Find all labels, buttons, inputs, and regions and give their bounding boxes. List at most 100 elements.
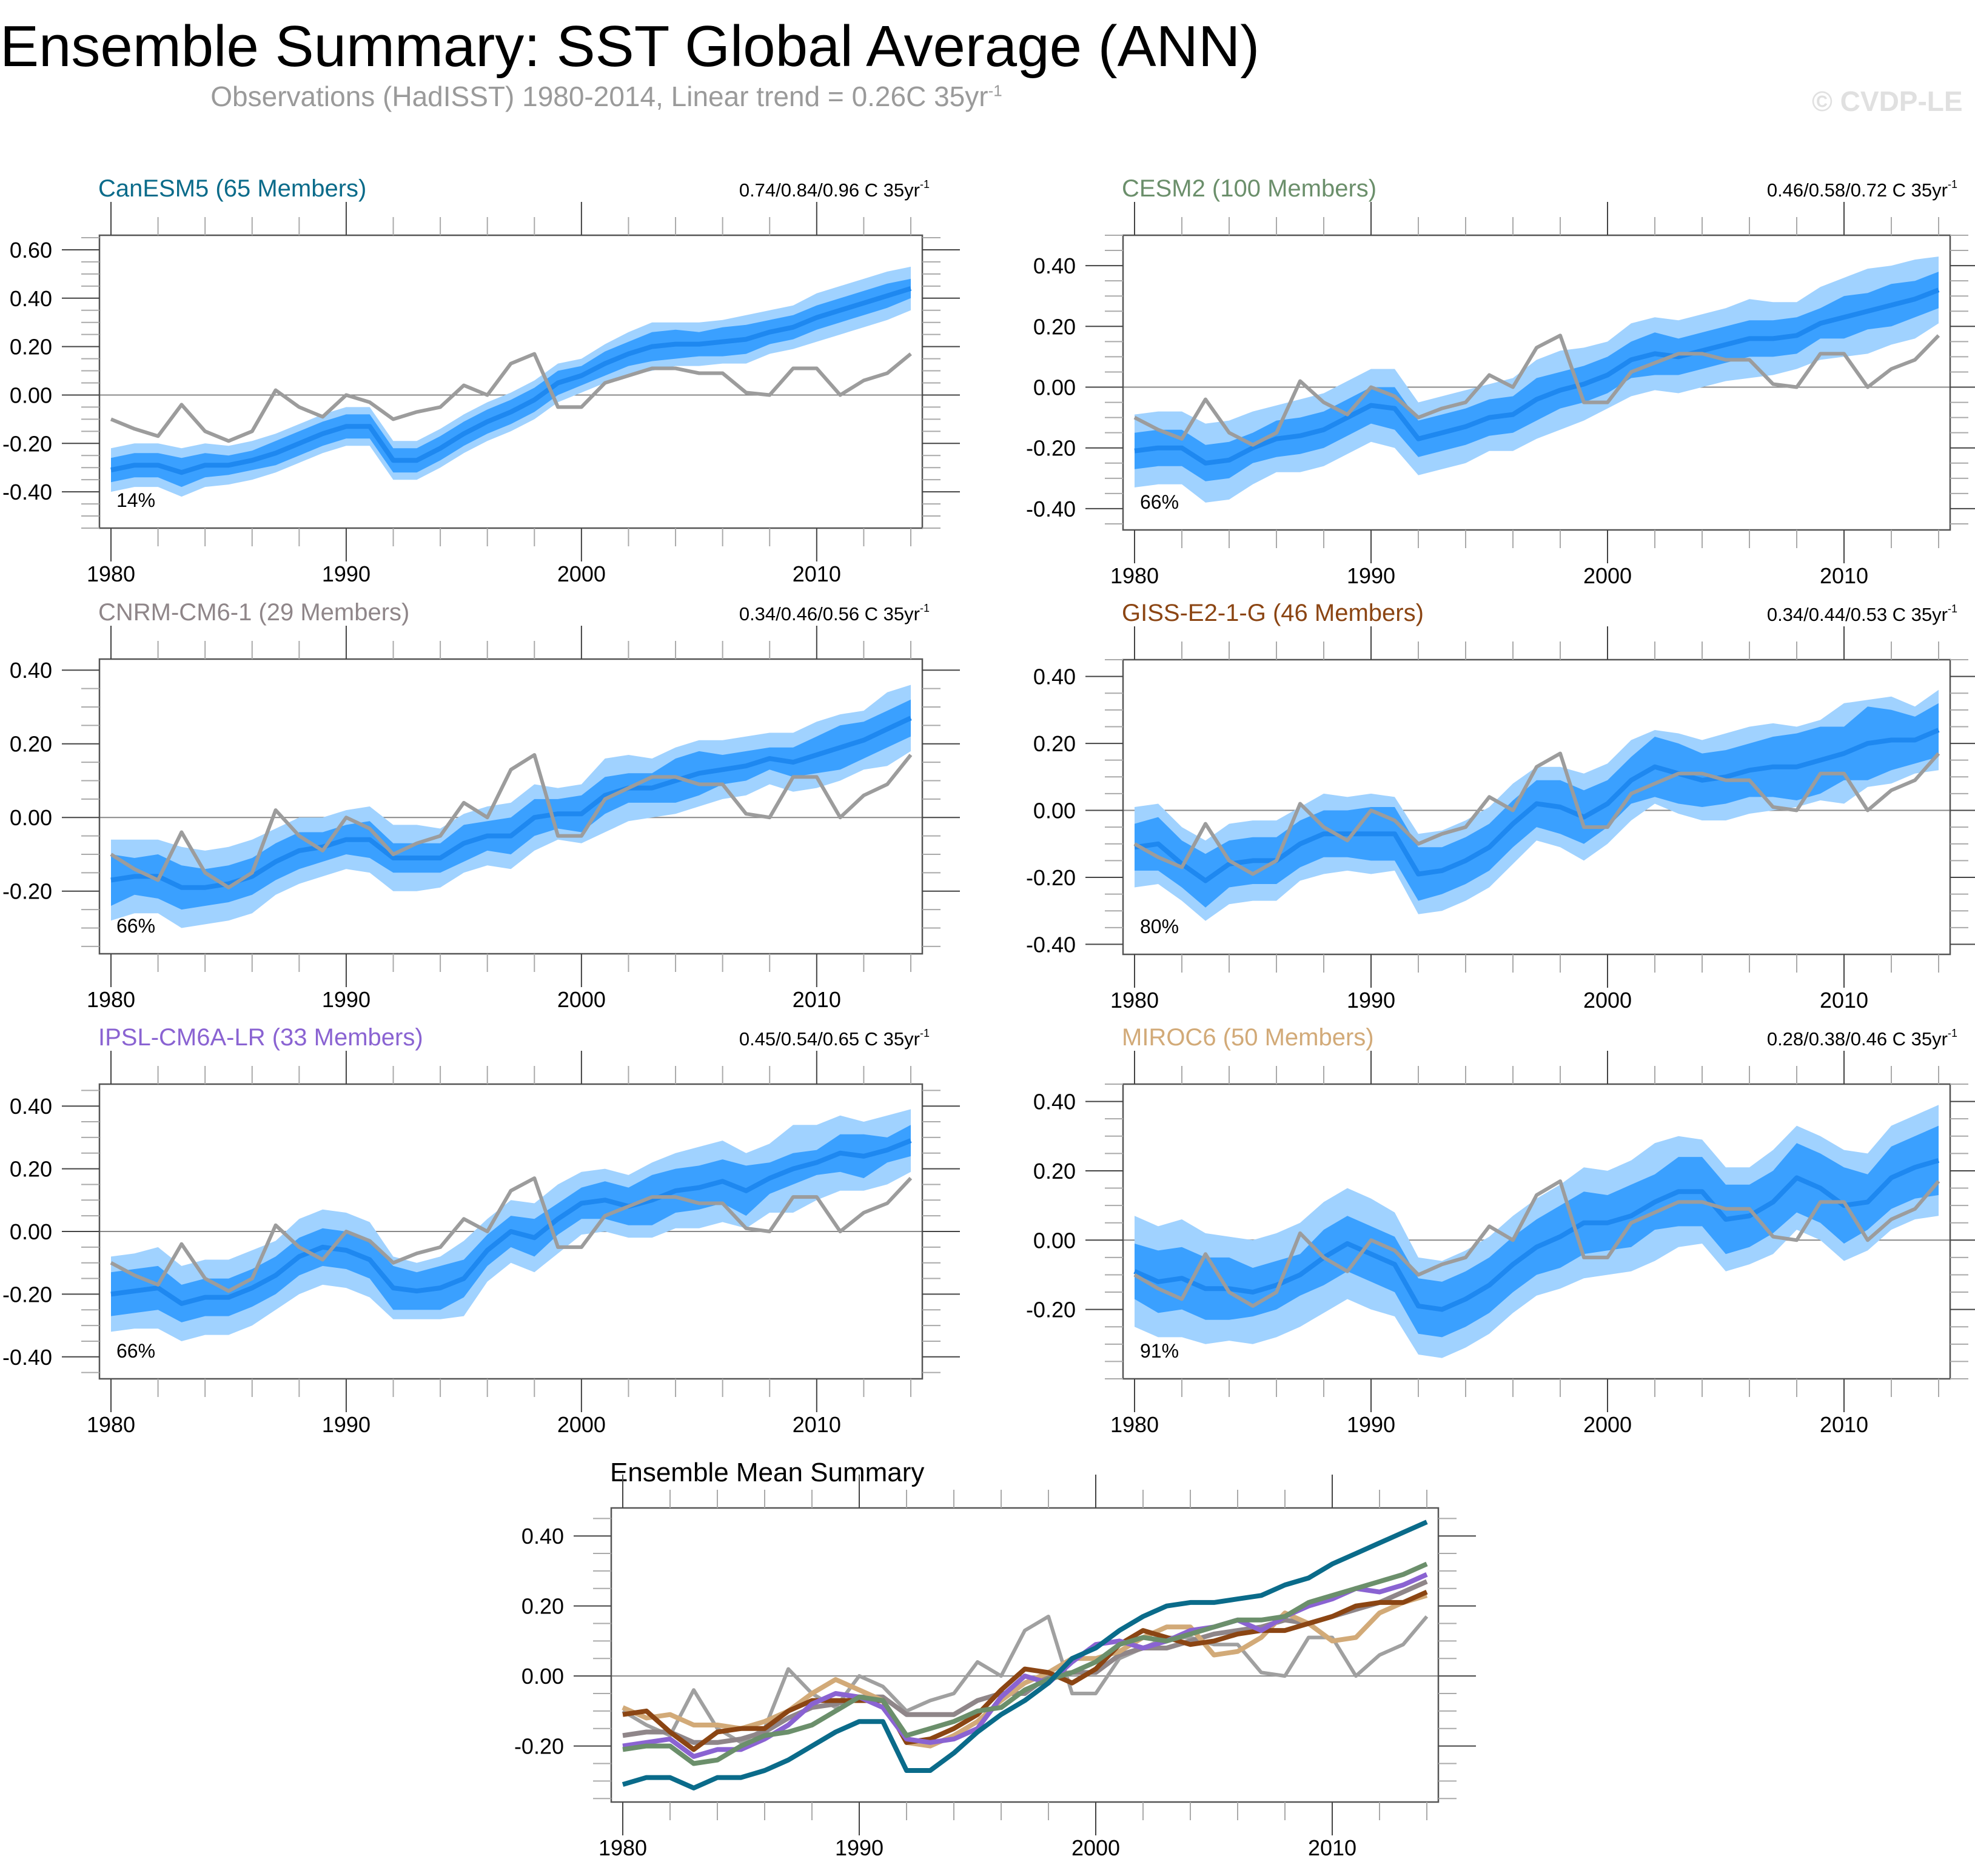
x-tick-label: 1990 [835, 1835, 884, 1860]
observations-line [1133, 751, 1940, 876]
plot-frame [1122, 658, 1951, 956]
inner-band [1135, 1125, 1939, 1338]
trend-text: 0.45/0.54/0.65 C 35yr [739, 1028, 920, 1050]
trend-text: 0.46/0.58/0.72 C 35yr [1767, 179, 1948, 201]
y-tick-label: 0.40 [1033, 1090, 1076, 1114]
outer-band [111, 685, 911, 928]
y-tick-label: 0.20 [1033, 731, 1076, 756]
y-tick-label: 0.40 [521, 1524, 564, 1549]
inner-band [111, 1125, 911, 1322]
inner-band [1135, 272, 1939, 481]
panel-title: Ensemble Mean Summary [610, 1458, 924, 1487]
panel-title: CNRM-CM6-1 (29 Members) [98, 599, 409, 626]
x-tick-label: 2010 [793, 987, 841, 1012]
y-tick-label: 0.00 [1033, 799, 1076, 823]
x-tick-label: 2010 [793, 561, 841, 586]
trend-superscript: -1 [920, 178, 930, 190]
y-tick-label: 0.20 [1033, 314, 1076, 339]
y-tick-label: 0.40 [1033, 253, 1076, 278]
observations-line [110, 1176, 913, 1293]
y-tick-label: 0.00 [10, 1219, 52, 1244]
percent-label: 91% [1140, 1340, 1179, 1362]
y-tick-label: 0.60 [10, 238, 52, 263]
y-tick-label: 0.20 [10, 732, 52, 757]
y-tick-label: -0.20 [1026, 436, 1076, 461]
y-tick-label: 0.20 [1033, 1159, 1076, 1184]
series-line-observations [622, 1615, 1429, 1744]
percent-label: 66% [1140, 491, 1179, 513]
y-tick-label: 0.20 [10, 335, 52, 360]
plot-frame [98, 658, 924, 955]
trend-superscript: -1 [1948, 603, 1957, 615]
trend-text: 0.74/0.84/0.96 C 35yr [739, 179, 920, 201]
ensemble-mean-line [1134, 287, 1940, 466]
y-tick-label: 0.20 [10, 1157, 52, 1182]
observations-line [1133, 1179, 1940, 1308]
trend-superscript: -1 [1948, 1027, 1957, 1039]
series-line-cesm2 [622, 1561, 1428, 1766]
plot-area [611, 1519, 1438, 1791]
inner-band [111, 699, 911, 910]
y-tick-label: 0.00 [10, 805, 52, 830]
observations-line [110, 753, 913, 889]
x-tick-label: 1980 [87, 561, 135, 586]
trend-superscript: -1 [920, 1027, 930, 1039]
trend-label: 0.74/0.84/0.96 C 35yr-1 [739, 178, 930, 201]
trend-superscript: -1 [920, 602, 930, 614]
x-tick-label: 1980 [1110, 1412, 1159, 1437]
series-line-giss-e2-1-g [622, 1589, 1428, 1752]
y-tick-label: -0.20 [514, 1734, 564, 1759]
series-line-canesm5 [622, 1519, 1428, 1791]
x-tick-label: 2010 [1308, 1835, 1356, 1860]
y-tick-label: 0.40 [1033, 665, 1076, 689]
x-tick-label: 2000 [557, 987, 606, 1012]
panel-miroc6: MIROC6 (50 Members) 0.28/0.38/0.46 C 35yr… [1026, 1024, 1975, 1437]
trend-label: 0.45/0.54/0.65 C 35yr-1 [739, 1027, 930, 1050]
panel-title: MIROC6 (50 Members) [1122, 1024, 1374, 1051]
y-tick-label: 0.00 [1033, 1228, 1076, 1253]
subtitle-text: Observations (HadISST) 1980-2014, Linear… [210, 81, 988, 112]
y-tick-label: 0.20 [521, 1594, 564, 1619]
plot-frame [98, 234, 924, 529]
percent-label: 66% [116, 1340, 155, 1362]
x-tick-label: 1990 [1347, 988, 1395, 1013]
x-tick-label: 2000 [557, 561, 606, 586]
page-title: Ensemble Summary: SST Global Average (AN… [0, 14, 1260, 79]
watermark: © CVDP-LE [1812, 85, 1963, 117]
percent-label: 14% [116, 489, 155, 511]
panel-canesm5: CanESM5 (65 Members) 0.74/0.84/0.96 C 35y… [2, 175, 960, 586]
panel-title: GISS-E2-1-G (46 Members) [1122, 600, 1424, 626]
series-line-miroc6 [622, 1593, 1428, 1749]
x-tick-label: 1990 [322, 1412, 371, 1437]
trend-label: 0.46/0.58/0.72 C 35yr-1 [1767, 178, 1957, 201]
panel-ipsl-cm6a-lr: IPSL-CM6A-LR (33 Members) 0.45/0.54/0.65 … [2, 1024, 960, 1437]
plot-frame [610, 1507, 1440, 1803]
series-line-cnrm-cm6-1 [622, 1579, 1428, 1745]
x-tick-label: 1980 [87, 1412, 135, 1437]
panel-title: IPSL-CM6A-LR (33 Members) [98, 1024, 423, 1051]
x-tick-label: 2010 [793, 1412, 841, 1437]
trend-superscript: -1 [1948, 178, 1957, 190]
y-tick-label: 0.40 [10, 286, 52, 311]
x-tick-label: 2000 [1071, 1835, 1120, 1860]
y-tick-label: 0.00 [1033, 375, 1076, 400]
x-tick-label: 1990 [1347, 1412, 1395, 1437]
x-tick-label: 1990 [322, 561, 371, 586]
x-tick-label: 2000 [557, 1412, 606, 1437]
ensemble-mean-line [1134, 728, 1940, 883]
x-tick-label: 1980 [1110, 563, 1159, 588]
plot-area [99, 266, 922, 497]
x-tick-label: 1990 [322, 987, 371, 1012]
observations-line [110, 352, 912, 443]
observations-line [1133, 333, 1940, 447]
plot-area [1123, 256, 1950, 503]
trend-label: 0.34/0.46/0.56 C 35yr-1 [739, 602, 930, 625]
percent-label: 80% [1140, 916, 1179, 937]
ensemble-mean-line [1133, 1157, 1940, 1312]
y-tick-label: -0.20 [2, 431, 52, 456]
y-tick-label: -0.40 [2, 480, 52, 504]
panel-title: CESM2 (100 Members) [1122, 175, 1376, 202]
plot-frame [1122, 1083, 1951, 1380]
plot-area [99, 685, 922, 928]
